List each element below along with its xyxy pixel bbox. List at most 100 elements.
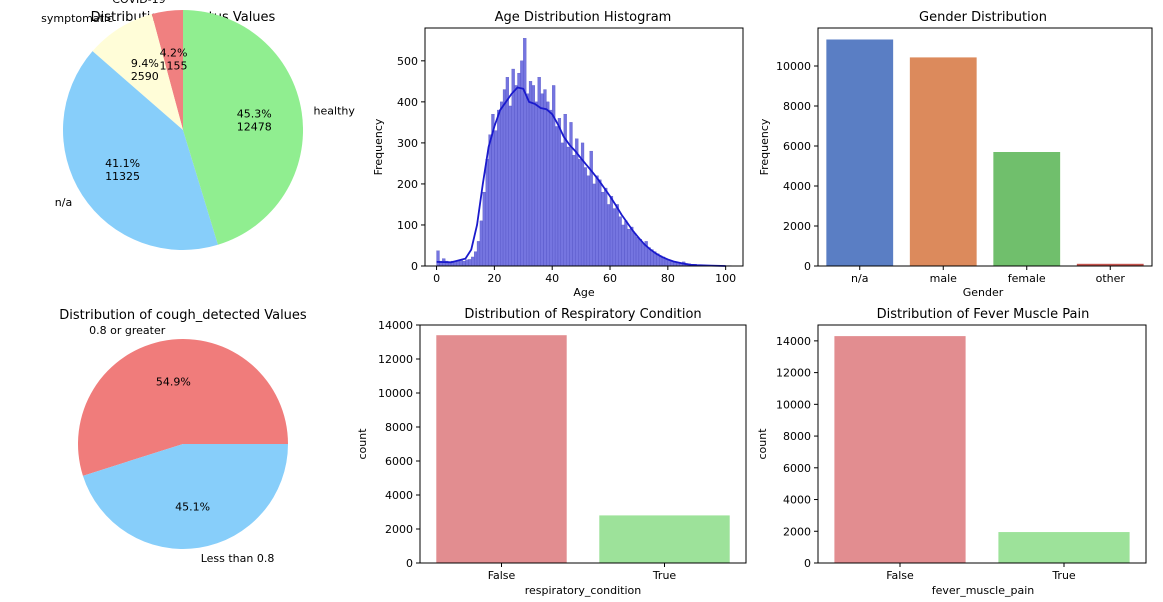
histogram-bar bbox=[520, 60, 524, 267]
chart-title: Age Distribution Histogram bbox=[495, 10, 672, 25]
histogram-bar bbox=[456, 260, 460, 267]
histogram-bar bbox=[479, 220, 483, 267]
y-tick-label: 100 bbox=[397, 219, 418, 232]
x-tick-label: 0 bbox=[433, 272, 440, 285]
plot-frame bbox=[419, 324, 747, 564]
x-tick-label: other bbox=[1096, 272, 1126, 285]
chart-title: Distribution of cough_detected Values bbox=[59, 308, 307, 323]
slice-percent: 4.2% bbox=[160, 47, 188, 60]
histogram-bar bbox=[604, 187, 608, 267]
histogram-bar bbox=[531, 85, 536, 267]
slice-label: n/a bbox=[55, 196, 72, 209]
y-tick-label: 14000 bbox=[776, 335, 811, 348]
histogram-bar bbox=[497, 109, 501, 267]
x-tick-label: 80 bbox=[661, 272, 675, 285]
y-tick-label: 2000 bbox=[783, 525, 811, 538]
x-tick-label: 100 bbox=[715, 272, 736, 285]
histogram-bar bbox=[502, 89, 507, 267]
histogram-bar bbox=[598, 179, 602, 267]
y-tick-label: 200 bbox=[397, 178, 418, 191]
histogram-bar bbox=[575, 138, 579, 267]
histogram-bar bbox=[578, 159, 582, 267]
plot-frame bbox=[817, 324, 1147, 564]
y-tick-label: 2000 bbox=[385, 523, 413, 536]
y-tick-label: 8000 bbox=[385, 421, 413, 434]
histogram-bar bbox=[465, 259, 469, 267]
x-axis-label: respiratory_condition bbox=[525, 584, 642, 597]
slice-percent: 45.1% bbox=[175, 500, 210, 513]
histogram-bar bbox=[592, 183, 596, 267]
slice-percent: 41.1% bbox=[105, 157, 140, 170]
histogram-bar bbox=[606, 204, 611, 267]
x-tick-label: 20 bbox=[487, 272, 501, 285]
pie-slice-0-8-or-greater bbox=[78, 338, 288, 476]
y-axis-label: count bbox=[356, 428, 369, 460]
x-tick-label: n/a bbox=[851, 272, 868, 285]
bar-false bbox=[834, 336, 966, 563]
histogram-bar bbox=[534, 101, 538, 267]
x-axis-label: fever_muscle_pain bbox=[932, 584, 1035, 597]
histogram-bar bbox=[436, 250, 440, 267]
y-tick-label: 0 bbox=[804, 260, 811, 273]
histogram-bar bbox=[473, 251, 478, 267]
y-tick-label: 8000 bbox=[783, 100, 811, 113]
y-tick-label: 4000 bbox=[385, 489, 413, 502]
histogram-bar bbox=[485, 159, 489, 267]
histogram-bar bbox=[543, 89, 547, 267]
bar-other bbox=[1076, 263, 1144, 266]
y-tick-label: 4000 bbox=[783, 180, 811, 193]
slice-count: 11325 bbox=[105, 170, 140, 183]
y-tick-label: 0 bbox=[406, 557, 413, 570]
histogram-bar bbox=[482, 191, 486, 267]
pie-slice-covid-19 bbox=[151, 10, 183, 130]
slice-percent: 9.4% bbox=[131, 57, 159, 70]
histogram-bar bbox=[554, 126, 559, 267]
histogram-bar bbox=[505, 77, 509, 267]
histogram-bar bbox=[514, 85, 518, 267]
x-tick-label: male bbox=[930, 272, 958, 285]
histogram-bar bbox=[494, 130, 498, 267]
plot-frame bbox=[817, 27, 1153, 267]
histogram-bar bbox=[566, 146, 570, 267]
bar-false bbox=[436, 335, 567, 563]
histogram-bar bbox=[572, 155, 576, 267]
chart-title: Distribution of Fever Muscle Pain bbox=[877, 307, 1090, 322]
histogram-bar bbox=[635, 237, 640, 267]
x-tick-label: 60 bbox=[603, 272, 617, 285]
age-histogram-chart: Age Distribution Histogram 0 20 40 60 80 100 … bbox=[372, 10, 744, 299]
y-tick-label: 8000 bbox=[783, 430, 811, 443]
bar-female bbox=[993, 152, 1061, 266]
x-tick-label: True bbox=[652, 569, 677, 582]
bar-true bbox=[998, 532, 1130, 563]
y-axis-label: Frequency bbox=[372, 118, 385, 175]
histogram-bar bbox=[632, 233, 637, 267]
y-axis-label: Frequency bbox=[758, 118, 771, 175]
y-tick-label: 300 bbox=[397, 137, 418, 150]
slice-label: COVID-19 bbox=[112, 0, 165, 6]
cough-detected-pie-chart: Distribution of cough_detected Values 0.… bbox=[59, 308, 307, 565]
histogram-bar bbox=[546, 101, 550, 267]
slice-label: Less than 0.8 bbox=[201, 552, 275, 565]
histogram-bar bbox=[528, 81, 533, 267]
chart-title: Gender Distribution bbox=[919, 10, 1047, 25]
slice-count: 12478 bbox=[237, 120, 272, 133]
slice-label: healthy bbox=[314, 105, 356, 118]
pie-slice-n-a bbox=[62, 51, 218, 251]
histogram-bar bbox=[560, 142, 564, 267]
y-tick-label: 10000 bbox=[776, 398, 811, 411]
y-tick-label: 10000 bbox=[776, 60, 811, 73]
y-tick-label: 14000 bbox=[378, 319, 413, 332]
histogram-bar bbox=[612, 208, 616, 267]
histogram-bar bbox=[618, 216, 622, 267]
bar-n-a bbox=[826, 39, 894, 266]
histogram-bar bbox=[500, 101, 504, 267]
x-axis-label: Age bbox=[573, 286, 595, 299]
histogram-bar bbox=[557, 118, 562, 267]
y-tick-label: 10000 bbox=[378, 387, 413, 400]
slice-percent: 54.9% bbox=[156, 376, 191, 389]
histogram-bar bbox=[630, 226, 634, 267]
y-tick-label: 6000 bbox=[783, 462, 811, 475]
histogram-bar bbox=[609, 196, 614, 267]
x-axis-label: Gender bbox=[963, 286, 1004, 299]
